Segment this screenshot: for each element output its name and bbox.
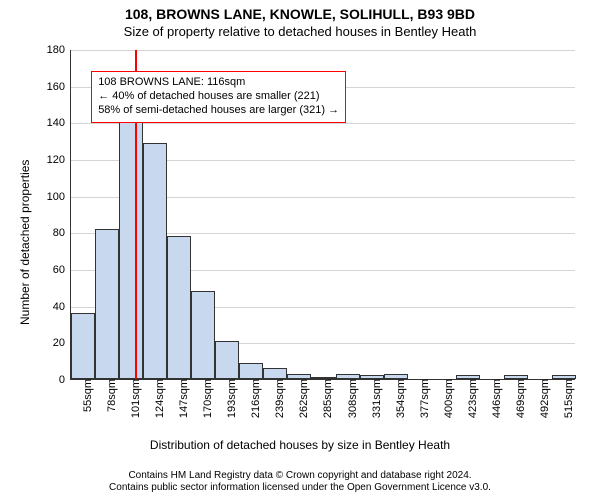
x-axis-title: Distribution of detached houses by size … (0, 438, 600, 452)
histogram-chart: 108, BROWNS LANE, KNOWLE, SOLIHULL, B93 … (0, 0, 600, 500)
histogram-bar (263, 368, 287, 379)
x-tick-label: 446sqm (489, 379, 503, 418)
y-tick-label: 100 (47, 191, 71, 203)
x-tick-label: 262sqm (296, 379, 310, 418)
x-tick-label: 124sqm (152, 379, 166, 418)
x-tick-label: 308sqm (345, 379, 359, 418)
y-tick-label: 180 (47, 44, 71, 56)
chart-title-sub: Size of property relative to detached ho… (0, 24, 600, 39)
footer-line-2: Contains public sector information licen… (0, 482, 600, 494)
histogram-bar (143, 143, 167, 380)
plot-area: 108 BROWNS LANE: 116sqm← 40% of detached… (70, 50, 575, 380)
chart-title-main: 108, BROWNS LANE, KNOWLE, SOLIHULL, B93 … (0, 6, 600, 22)
x-tick-label: 469sqm (513, 379, 527, 418)
x-tick-label: 515sqm (561, 379, 575, 418)
y-tick-label: 80 (53, 227, 71, 239)
grid-line (71, 123, 575, 124)
x-tick-label: 285sqm (320, 379, 334, 418)
x-tick-label: 170sqm (200, 379, 214, 418)
x-tick-label: 147sqm (176, 379, 190, 418)
y-tick-label: 60 (53, 264, 71, 276)
x-tick-label: 101sqm (128, 379, 142, 418)
histogram-bar (71, 313, 95, 379)
y-tick-label: 20 (53, 337, 71, 349)
annotation-line: 58% of semi-detached houses are larger (… (98, 104, 339, 118)
x-tick-label: 423sqm (465, 379, 479, 418)
histogram-bar (239, 363, 263, 380)
x-tick-label: 193sqm (224, 379, 238, 418)
footer-text: Contains HM Land Registry data © Crown c… (0, 470, 600, 494)
y-tick-label: 120 (47, 154, 71, 166)
histogram-bar (215, 341, 239, 380)
annotation-line: ← 40% of detached houses are smaller (22… (98, 90, 339, 104)
histogram-bar (119, 117, 143, 379)
y-axis-title: Number of detached properties (18, 160, 32, 325)
histogram-bar (167, 236, 191, 379)
x-tick-label: 354sqm (393, 379, 407, 418)
y-tick-label: 160 (47, 81, 71, 93)
y-tick-label: 140 (47, 117, 71, 129)
annotation-line: 108 BROWNS LANE: 116sqm (98, 76, 339, 90)
x-tick-label: 55sqm (80, 379, 94, 412)
x-tick-label: 216sqm (248, 379, 262, 418)
x-tick-label: 331sqm (369, 379, 383, 418)
histogram-bar (191, 291, 215, 379)
annotation-box: 108 BROWNS LANE: 116sqm← 40% of detached… (91, 71, 346, 122)
histogram-bar (95, 229, 119, 379)
y-tick-label: 40 (53, 301, 71, 313)
x-tick-label: 239sqm (272, 379, 286, 418)
x-tick-label: 78sqm (104, 379, 118, 412)
grid-line (71, 50, 575, 51)
x-tick-label: 377sqm (417, 379, 431, 418)
x-tick-label: 492sqm (537, 379, 551, 418)
footer-line-1: Contains HM Land Registry data © Crown c… (0, 470, 600, 482)
x-tick-label: 400sqm (441, 379, 455, 418)
y-tick-label: 0 (59, 374, 71, 386)
